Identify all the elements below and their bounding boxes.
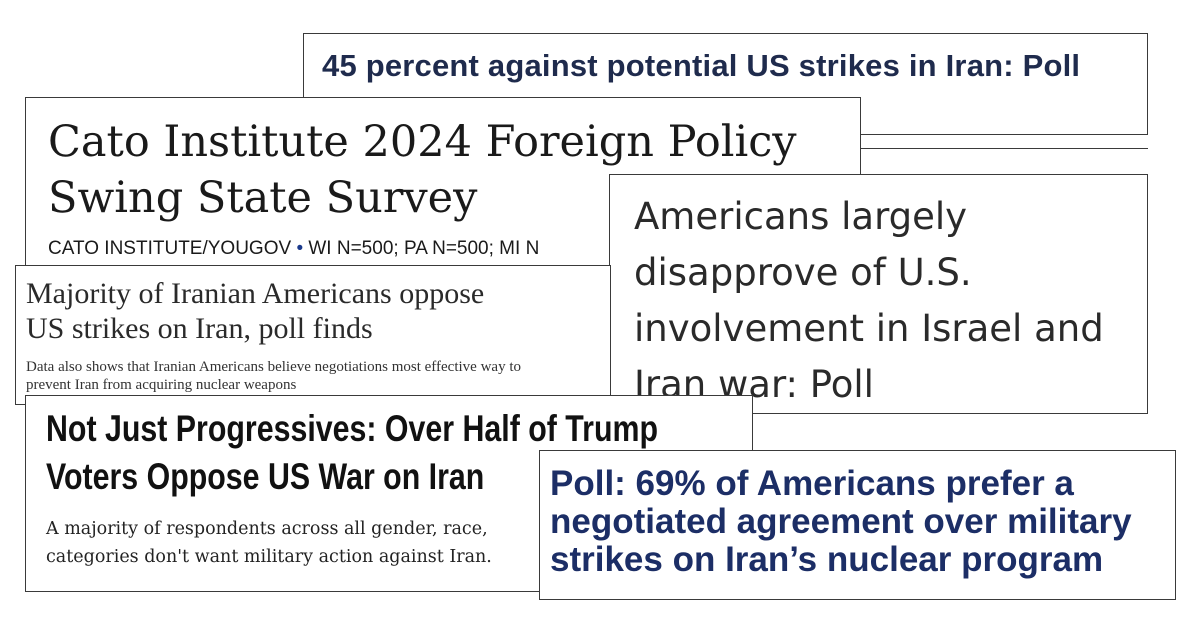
byline-source: CATO INSTITUTE/YOUGOV bbox=[48, 238, 292, 259]
headline-line: Voters Oppose US War on Iran bbox=[46, 456, 485, 497]
headline-line: Poll: 69% of Americans prefer a bbox=[550, 464, 1074, 503]
headline: Majority of Iranian Americans oppose US … bbox=[26, 276, 606, 346]
headline-card-69-percent: Poll: 69% of Americans prefer a negotiat… bbox=[539, 450, 1176, 600]
headline: Poll: 69% of Americans prefer a negotiat… bbox=[550, 464, 1175, 579]
headline-line: strikes on Iran’s nuclear program bbox=[550, 540, 1104, 579]
headline-line: Swing State Survey bbox=[48, 173, 478, 223]
headline-line: Americans largely bbox=[634, 195, 968, 238]
headline-line: disapprove of U.S. bbox=[634, 251, 972, 294]
dek-line: categories don't want military action ag… bbox=[46, 547, 492, 567]
headline: Americans largely disapprove of U.S. inv… bbox=[634, 189, 1134, 413]
byline-detail: WI N=500; PA N=500; MI N bbox=[308, 238, 540, 259]
headline-line: Not Just Progressives: Over Half of Trum… bbox=[46, 408, 659, 449]
headline-line: involvement in Israel and bbox=[634, 307, 1104, 350]
headline: Cato Institute 2024 Foreign Policy Swing… bbox=[48, 114, 848, 226]
dek-line: Data also shows that Iranian Americans b… bbox=[26, 359, 521, 375]
headline-line: Majority of Iranian Americans oppose bbox=[26, 277, 485, 310]
dek: A majority of respondents across all gen… bbox=[46, 515, 752, 571]
dek-line: prevent Iran from acquiring nuclear weap… bbox=[26, 377, 297, 393]
headline: 45 percent against potential US strikes … bbox=[322, 48, 1081, 83]
dek-line: A majority of respondents across all gen… bbox=[46, 519, 488, 539]
headline-card-americans-disapprove: Americans largely disapprove of U.S. inv… bbox=[609, 174, 1148, 414]
card-stack-edge-line bbox=[860, 148, 1148, 149]
headline-card-iranian-americans: Majority of Iranian Americans oppose US … bbox=[15, 265, 611, 405]
headline-line: negotiated agreement over military bbox=[550, 502, 1132, 541]
bullet-separator: • bbox=[296, 238, 304, 259]
byline: CATO INSTITUTE/YOUGOV • WI N=500; PA N=5… bbox=[48, 238, 539, 260]
headline: Not Just Progressives: Over Half of Trum… bbox=[46, 405, 659, 501]
headline-line: US strikes on Iran, poll finds bbox=[26, 312, 373, 345]
headline-line: Cato Institute 2024 Foreign Policy bbox=[48, 117, 797, 167]
dek: Data also shows that Iranian Americans b… bbox=[26, 358, 606, 394]
